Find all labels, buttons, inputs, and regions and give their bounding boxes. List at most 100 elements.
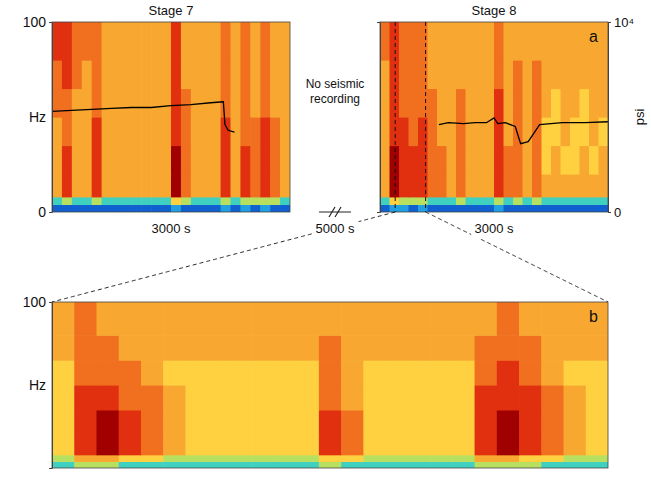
cell (452, 302, 475, 336)
cell (437, 174, 447, 197)
cell (523, 89, 533, 118)
cell (62, 174, 73, 197)
cell (221, 146, 232, 175)
cell (475, 117, 485, 146)
cell (428, 197, 438, 205)
cell (363, 410, 386, 436)
cell (428, 89, 438, 118)
cell (580, 60, 590, 89)
cell (513, 117, 523, 146)
cell (494, 22, 504, 61)
cell (52, 385, 75, 411)
cell (230, 335, 253, 361)
cell (211, 146, 222, 175)
gap-note-line: recording (310, 92, 360, 106)
cell (191, 89, 202, 118)
cell (466, 146, 476, 175)
cell (82, 60, 93, 89)
cell (163, 410, 186, 436)
cell (82, 22, 93, 61)
cell (523, 60, 533, 89)
cell (409, 174, 419, 197)
cell (428, 204, 438, 212)
cell (181, 197, 192, 205)
y-tick: 100 (23, 294, 52, 310)
cell (161, 117, 172, 146)
cell (418, 146, 428, 175)
cell (121, 174, 132, 197)
cell (380, 204, 390, 212)
cell (297, 455, 320, 462)
cell (418, 204, 428, 212)
cell (475, 60, 485, 89)
cell (386, 455, 409, 462)
pressure-line (52, 102, 234, 132)
cell (112, 146, 123, 175)
cell (589, 146, 599, 175)
cell (191, 22, 202, 61)
cell (386, 360, 409, 386)
cell (201, 22, 212, 61)
cell (586, 410, 608, 436)
cell (72, 117, 83, 146)
cell (171, 60, 182, 89)
cell (208, 410, 231, 436)
cell (452, 455, 475, 462)
cell (485, 204, 495, 212)
cell (102, 197, 113, 205)
cell (363, 461, 386, 468)
cell (532, 89, 542, 118)
cell (131, 174, 142, 197)
cell (208, 360, 231, 386)
cell (151, 197, 162, 205)
cell (141, 335, 164, 361)
cell (504, 60, 514, 89)
cell (221, 204, 232, 212)
cell (82, 174, 93, 197)
cell (260, 204, 271, 212)
cell (121, 146, 132, 175)
cell (466, 89, 476, 118)
cell (181, 89, 192, 118)
cell (564, 435, 587, 456)
plot-area (52, 22, 290, 212)
cell (390, 22, 400, 61)
cell (475, 455, 498, 462)
x-axis-title: 3000 s (151, 221, 191, 236)
cell (72, 174, 83, 197)
cell (504, 204, 514, 212)
cell (437, 89, 447, 118)
cell (141, 360, 164, 386)
cell (561, 146, 571, 175)
cell (541, 410, 564, 436)
break-line (319, 212, 351, 213)
cell (599, 146, 609, 175)
cell (319, 385, 342, 411)
cell (72, 146, 83, 175)
cell (513, 204, 523, 212)
cell (208, 455, 231, 462)
cell (551, 60, 561, 89)
cell (52, 302, 75, 336)
plot-frame (52, 22, 290, 212)
cell (452, 335, 475, 361)
cell (319, 335, 342, 361)
cell (437, 146, 447, 175)
cell (141, 455, 164, 462)
y-tick-mark (49, 212, 52, 213)
y-axis: 100 (23, 294, 53, 469)
cell (121, 197, 132, 205)
cell (390, 204, 400, 212)
cell (541, 461, 564, 468)
cell (430, 455, 453, 462)
cell (564, 410, 587, 436)
cell (542, 197, 552, 205)
cell (240, 22, 251, 61)
cell (564, 360, 587, 386)
cell (163, 385, 186, 411)
cell (561, 174, 571, 197)
cell (52, 455, 75, 462)
cell (428, 60, 438, 89)
y2-tick: 10⁴ (608, 15, 634, 30)
cell (485, 197, 495, 205)
